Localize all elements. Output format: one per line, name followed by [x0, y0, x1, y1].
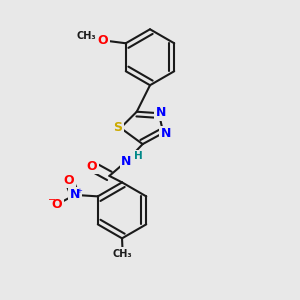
- Text: N: N: [160, 127, 171, 140]
- Text: O: O: [98, 34, 108, 47]
- Text: N: N: [121, 155, 132, 168]
- Text: S: S: [113, 122, 122, 134]
- Text: O: O: [64, 174, 74, 187]
- Text: CH₃: CH₃: [113, 249, 132, 259]
- Text: N: N: [155, 106, 166, 119]
- Text: CH₃: CH₃: [76, 31, 96, 41]
- Text: O: O: [86, 160, 97, 173]
- Text: O: O: [52, 198, 62, 211]
- Text: +: +: [76, 188, 82, 194]
- Text: N: N: [70, 188, 80, 201]
- Text: H: H: [134, 151, 142, 161]
- Text: −: −: [48, 195, 56, 205]
